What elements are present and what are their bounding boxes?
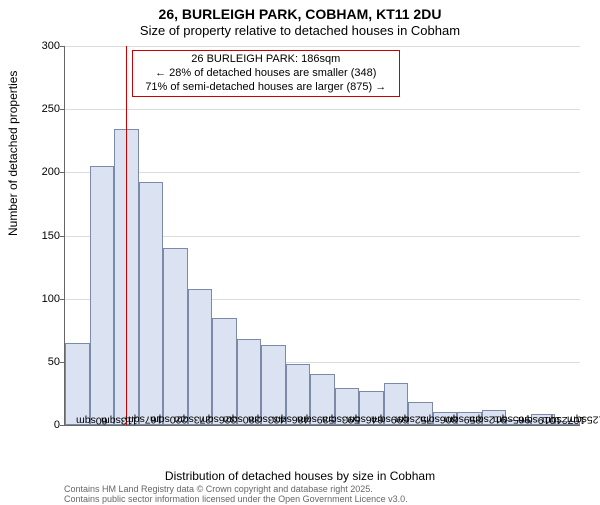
chart-container: 26, BURLEIGH PARK, COBHAM, KT11 2DU Size… <box>0 0 600 500</box>
histogram-bar <box>65 343 90 425</box>
x-axis-label: Distribution of detached houses by size … <box>0 469 600 483</box>
histogram-bar <box>90 166 115 425</box>
y-tick-label: 0 <box>30 419 60 431</box>
y-tick-label: 100 <box>30 293 60 305</box>
grid-line <box>65 109 580 110</box>
y-tick-label: 200 <box>30 166 60 178</box>
histogram-bar <box>188 289 213 425</box>
footer-attribution: Contains HM Land Registry data © Crown c… <box>64 485 408 498</box>
plot-area: 26 BURLEIGH PARK: 186sqm← 28% of detache… <box>64 46 580 426</box>
histogram-bar <box>139 182 164 425</box>
y-tick-label: 50 <box>30 356 60 368</box>
y-tick-label: 150 <box>30 230 60 242</box>
grid-line <box>65 172 580 173</box>
histogram-bar <box>237 339 262 425</box>
annotation-line: 71% of semi-detached houses are larger (… <box>137 81 395 95</box>
title-sub: Size of property relative to detached ho… <box>0 23 600 39</box>
title-block: 26, BURLEIGH PARK, COBHAM, KT11 2DU Size… <box>0 0 600 38</box>
y-axis-label: Number of detached properties <box>6 71 20 236</box>
histogram-bar <box>212 318 237 425</box>
y-tick-label: 300 <box>30 40 60 52</box>
reference-line <box>126 46 127 425</box>
annotation-title: 26 BURLEIGH PARK: 186sqm <box>137 53 395 67</box>
grid-line <box>65 46 580 47</box>
annotation-box: 26 BURLEIGH PARK: 186sqm← 28% of detache… <box>132 50 400 97</box>
title-main: 26, BURLEIGH PARK, COBHAM, KT11 2DU <box>0 6 600 23</box>
annotation-line: ← 28% of detached houses are smaller (34… <box>137 67 395 81</box>
histogram-bar <box>163 248 188 425</box>
y-tick-label: 250 <box>30 103 60 115</box>
x-tick-label: 1125sqm <box>567 414 600 426</box>
